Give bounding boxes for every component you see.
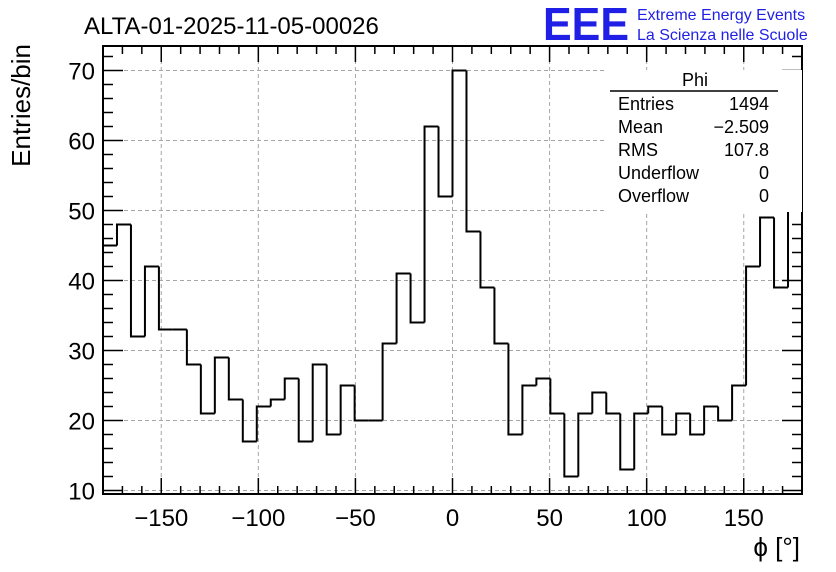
y-tick-label: 20 <box>68 409 95 436</box>
histogram-bin <box>381 342 397 421</box>
stats-row-label: Entries <box>618 94 674 114</box>
stats-row-label: Overflow <box>618 186 690 206</box>
histogram-layer <box>103 69 802 478</box>
histogram-bin <box>129 224 145 338</box>
histogram-bin <box>535 377 551 386</box>
stats-box: Phi Entries 1494 Mean −2.509 RMS 107.8 Underfl… <box>606 70 802 212</box>
histogram-bin <box>717 406 733 422</box>
histogram-bin <box>255 405 271 442</box>
histogram-bin <box>745 265 761 386</box>
histogram-bin <box>311 363 327 442</box>
x-axis-title: ϕ [°] <box>753 532 800 562</box>
histogram-bin <box>339 384 355 435</box>
run-title: ALTA-01-2025-11-05-00026 <box>84 13 379 40</box>
stats-rows: Entries 1494 Mean −2.509 RMS 107.8 Underflow 0 O… <box>618 94 769 206</box>
histogram-bin <box>213 356 229 414</box>
org-name-line2: La Scienza nelle Scuole <box>637 27 808 44</box>
histogram-bin <box>115 223 131 246</box>
histogram-bin <box>451 69 467 197</box>
y-tick-label: 70 <box>68 59 95 86</box>
x-tick-label: 50 <box>536 505 563 532</box>
histogram-bin <box>409 273 425 324</box>
x-tick-label: 0 <box>446 505 459 532</box>
y-axis-title: Entries/bin <box>6 44 36 167</box>
histogram-bin <box>185 329 201 366</box>
histogram-bin <box>577 412 593 477</box>
histogram-bin <box>199 364 215 415</box>
histogram-bin <box>689 413 705 436</box>
stats-row-value: 0 <box>759 186 769 206</box>
y-tick-label: 10 <box>68 479 95 506</box>
x-tick-label: 150 <box>724 505 764 532</box>
stats-row-value: 107.8 <box>724 140 769 160</box>
histogram-bin <box>731 384 747 421</box>
histogram-bin <box>549 378 565 415</box>
histogram-bin <box>773 217 789 289</box>
histogram-bin <box>437 126 453 198</box>
y-tick-label: 40 <box>68 269 95 296</box>
stats-box-name: Phi <box>682 70 708 90</box>
org-name-line1: Extreme Energy Events <box>637 7 805 24</box>
eee-logo: EEE <box>543 0 629 50</box>
histogram-bin <box>143 265 159 337</box>
y-tick-label: 60 <box>68 129 95 156</box>
histogram-bin <box>591 391 607 414</box>
stats-row-label: Mean <box>618 117 663 137</box>
histogram-bin <box>507 343 523 436</box>
histogram-bin <box>423 125 439 323</box>
y-tick-label: 50 <box>68 199 95 226</box>
histogram-bin <box>759 216 775 267</box>
y-tick-label: 30 <box>68 339 95 366</box>
histogram-bin <box>157 266 173 331</box>
histogram-bin <box>675 412 691 435</box>
histogram-bin <box>633 412 649 470</box>
histogram-bin <box>283 377 299 400</box>
histogram-bin <box>227 357 243 401</box>
histogram-bin <box>479 231 495 289</box>
histogram-bin <box>605 392 621 415</box>
x-tick-label: −50 <box>335 505 376 532</box>
tick-label-layer: −150 −100 −50 0 50 100 150 10 20 30 40 50 60 70 <box>68 59 763 533</box>
x-tick-label: 100 <box>627 505 667 532</box>
histogram-bin <box>325 364 341 436</box>
histogram-bin <box>703 405 719 435</box>
histogram-bin <box>297 378 313 443</box>
stats-row-value: 0 <box>759 163 769 183</box>
histogram-bin <box>465 70 481 233</box>
histogram-bin <box>647 405 663 414</box>
histogram-bin <box>353 385 369 422</box>
histogram-bin <box>661 406 677 436</box>
stats-row-value: −2.509 <box>713 117 769 137</box>
stats-row-label: Underflow <box>618 163 700 183</box>
histogram-bin <box>269 398 285 407</box>
x-tick-label: −150 <box>134 505 188 532</box>
stats-box-background <box>606 70 802 212</box>
histogram-bin <box>493 287 509 345</box>
histogram-bin <box>563 413 579 478</box>
histogram-bin <box>395 272 411 344</box>
histogram-bin <box>241 399 257 443</box>
histogram-bin <box>521 384 537 435</box>
histogram-bin <box>619 413 635 471</box>
stats-row-label: RMS <box>618 140 658 160</box>
x-tick-label: −100 <box>231 505 285 532</box>
stats-row-value: 1494 <box>729 94 769 114</box>
